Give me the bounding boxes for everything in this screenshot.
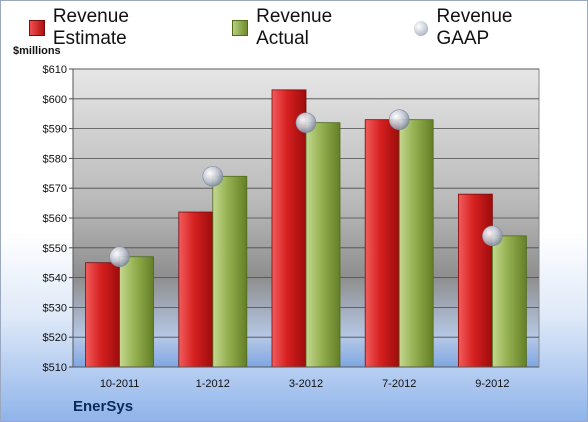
legend-label-estimate: Revenue Estimate <box>52 6 129 49</box>
legend-item-actual: Revenue Actual <box>232 6 387 50</box>
y-tick-label: $560 <box>43 213 67 225</box>
y-tick-label: $610 <box>43 64 67 76</box>
y-tick-label: $510 <box>43 362 67 374</box>
y-tick-label: $540 <box>43 273 67 285</box>
legend-swatch-gaap <box>413 20 429 36</box>
legend-swatch-estimate <box>29 20 45 36</box>
y-tick-label: $570 <box>43 183 67 195</box>
bar-estimate <box>178 211 214 368</box>
legend-item-gaap: Revenue GAAP <box>413 6 569 50</box>
y-tick-label: $580 <box>43 153 67 165</box>
bar-estimate <box>364 119 400 368</box>
bar-actual <box>398 119 434 368</box>
y-tick-label: $530 <box>43 302 67 314</box>
chart-legend: Revenue Estimate Revenue Actual Revenue … <box>29 6 569 49</box>
bar-estimate <box>457 193 493 368</box>
company-name: EnerSys <box>73 398 134 415</box>
y-axis-label: $millions <box>13 45 61 57</box>
gaap-marker <box>295 112 317 133</box>
x-tick-label: 1-2012 <box>196 378 230 390</box>
x-tick-label: 9-2012 <box>475 378 509 390</box>
legend-swatch-actual <box>232 20 249 36</box>
gaap-marker <box>202 165 224 187</box>
bar-actual <box>212 175 248 368</box>
legend-label-gaap: Revenue GAAP <box>436 6 513 49</box>
y-tick-label: $520 <box>43 332 67 344</box>
bar-actual <box>119 256 154 368</box>
gaap-marker <box>482 225 503 247</box>
y-tick-label: $600 <box>43 94 67 106</box>
gaap-marker <box>388 109 410 130</box>
x-tick-label: 7-2012 <box>382 378 416 390</box>
legend-item-estimate: Revenue Estimate <box>29 6 206 50</box>
legend-label-actual: Revenue Actual <box>256 6 333 49</box>
x-tick-label: 3-2012 <box>289 378 323 390</box>
x-tick-label: 10-2011 <box>100 378 140 390</box>
bar-actual <box>491 235 527 368</box>
gaap-marker <box>109 246 130 268</box>
bar-actual <box>305 122 341 368</box>
y-tick-label: $550 <box>43 243 67 255</box>
bar-estimate <box>85 262 120 368</box>
bar-estimate <box>271 89 307 368</box>
y-tick-label: $590 <box>43 124 67 136</box>
